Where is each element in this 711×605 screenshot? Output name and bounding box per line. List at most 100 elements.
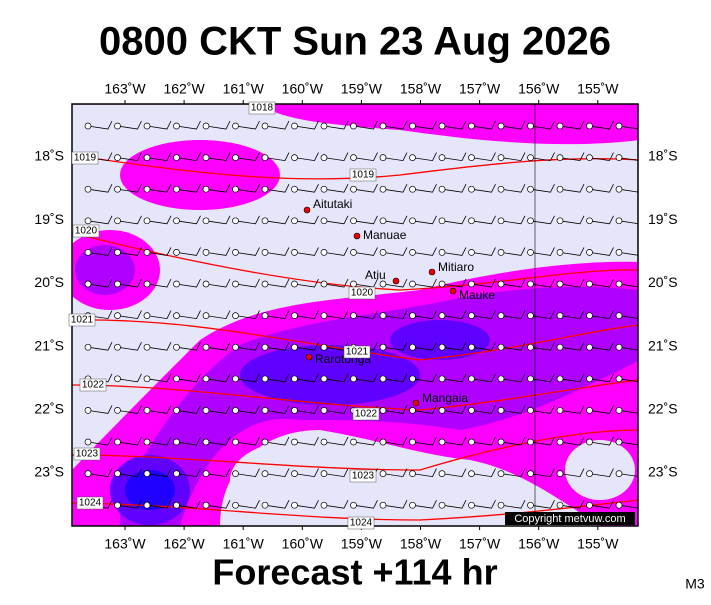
isobar-label: 1019: [74, 153, 97, 164]
station: [350, 312, 357, 319]
station: [291, 122, 298, 130]
barb: [294, 247, 319, 256]
barb: [146, 468, 172, 478]
barb: [412, 342, 437, 351]
barb: [264, 373, 290, 383]
barb: [146, 215, 172, 225]
barb: [382, 373, 408, 383]
barb: [176, 342, 201, 351]
lat-label: 19˚S: [34, 211, 64, 227]
barb: [559, 152, 585, 162]
barb: [117, 468, 142, 478]
station: [527, 343, 534, 351]
station: [232, 154, 239, 161]
lat-label: 21˚S: [34, 337, 64, 353]
barb: [117, 405, 142, 414]
barb: [589, 373, 614, 383]
station: [114, 407, 121, 414]
barb: [412, 436, 437, 446]
station: [143, 217, 151, 225]
station: [84, 185, 92, 193]
barb: [294, 436, 319, 446]
barb: [559, 405, 585, 414]
station: [202, 122, 210, 130]
barb: [441, 468, 467, 478]
barb: [500, 247, 526, 256]
barb: [205, 215, 231, 225]
lon-label: 160˚W: [282, 81, 324, 97]
lon-label: 156˚W: [518, 81, 560, 97]
barb: [205, 373, 231, 383]
barb: [500, 152, 526, 162]
station: [143, 470, 151, 477]
barb: [176, 405, 201, 414]
station: [468, 407, 475, 414]
barb: [412, 310, 437, 320]
barb: [618, 441, 638, 446]
barb: [382, 120, 408, 130]
barb: [235, 500, 260, 509]
station: [468, 185, 475, 193]
barb: [323, 120, 349, 130]
barb: [500, 278, 526, 288]
isobar-label: 1022: [82, 380, 105, 391]
barb: [323, 500, 349, 509]
station: [261, 375, 269, 383]
barb: [294, 278, 319, 288]
barb: [382, 405, 408, 414]
barb: [589, 310, 614, 320]
barb: [530, 215, 555, 225]
station: [84, 470, 92, 477]
station: [615, 375, 623, 383]
station: [232, 375, 239, 383]
station: [556, 375, 564, 383]
station: [586, 312, 593, 319]
station: [556, 217, 564, 225]
station: [350, 249, 357, 256]
station: [261, 249, 269, 256]
barb: [530, 500, 555, 509]
barb: [471, 342, 496, 351]
barb: [264, 120, 290, 130]
station: [232, 438, 239, 446]
barb: [235, 120, 260, 130]
isobar-label: 1018: [251, 103, 274, 114]
barb: [471, 500, 496, 509]
barb: [323, 373, 349, 383]
barb: [382, 247, 408, 256]
barb: [412, 215, 437, 225]
station: [615, 280, 623, 288]
barb: [618, 410, 638, 414]
station: [527, 501, 534, 509]
station: [143, 407, 151, 414]
station: [202, 217, 210, 225]
barb: [618, 252, 638, 256]
station: [291, 501, 298, 509]
barb: [589, 278, 614, 288]
barb: [618, 504, 638, 509]
place-label: Atiu: [365, 268, 386, 282]
barb: [412, 184, 437, 193]
isobar-label-box: [79, 378, 107, 392]
station: [261, 438, 269, 446]
lat-label: 22˚S: [34, 401, 64, 417]
barb: [117, 184, 142, 193]
isobar-label-box: [352, 407, 380, 421]
station: [261, 501, 269, 509]
station: [320, 154, 328, 161]
station: [379, 249, 387, 256]
barb: [589, 468, 614, 478]
station: [320, 249, 328, 256]
isobar-label: 1020: [75, 226, 98, 237]
barb: [205, 500, 231, 509]
barb: [618, 283, 638, 288]
station: [586, 154, 593, 161]
barb: [353, 310, 378, 320]
station: [320, 501, 328, 509]
barb: [235, 405, 260, 414]
station: [202, 343, 210, 351]
barb: [176, 215, 201, 225]
barb: [412, 120, 437, 130]
station: [232, 312, 239, 319]
station: [173, 217, 180, 225]
